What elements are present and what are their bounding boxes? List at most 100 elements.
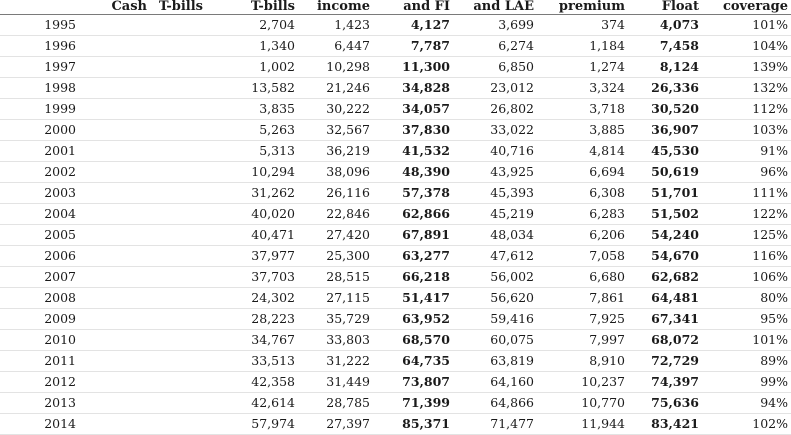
cell-and-fi: 66,218: [373, 266, 453, 288]
cell-and-fi: 48,390: [373, 161, 453, 183]
cell-tbills-total: 24,302: [206, 287, 298, 309]
cell-float: 72,729: [628, 350, 702, 372]
cell-coverage: 125%: [702, 224, 791, 246]
cell-income: 35,729: [298, 308, 373, 330]
header-tbills: T-bills: [150, 0, 206, 15]
cell-tbills: [150, 35, 206, 57]
header-premium: premium: [537, 0, 628, 15]
cell-year: 2006: [0, 245, 82, 267]
cell-float: 8,124: [628, 56, 702, 78]
cell-coverage: 94%: [702, 392, 791, 414]
table-row: 1999 3,835 30,222 34,057 26,802 3,718 30,520 11…: [0, 98, 791, 120]
cell-income: 32,567: [298, 119, 373, 141]
cell-float: 36,907: [628, 119, 702, 141]
cell-income: 28,515: [298, 266, 373, 288]
cell-income: 1,423: [298, 14, 373, 36]
cell-and-fi: 63,952: [373, 308, 453, 330]
cell-cash: [82, 161, 150, 183]
cell-coverage: 112%: [702, 98, 791, 120]
cell-year: 2005: [0, 224, 82, 246]
cell-and-fi: 11,300: [373, 56, 453, 78]
cell-income: 21,246: [298, 77, 373, 99]
table-row: 2013 42,614 28,785 71,399 64,866 10,770 75,636…: [0, 392, 791, 414]
cell-cash: [82, 371, 150, 393]
cell-coverage: 122%: [702, 203, 791, 225]
cell-tbills-total: 2,704: [206, 14, 298, 36]
cell-coverage: 95%: [702, 308, 791, 330]
cell-cash: [82, 140, 150, 162]
cell-tbills: [150, 245, 206, 267]
cell-and-fi: 73,807: [373, 371, 453, 393]
cell-and-lae: 64,866: [453, 392, 537, 414]
header-tbills-total: T-bills: [206, 0, 298, 15]
cell-coverage: 96%: [702, 161, 791, 183]
cell-and-fi: 85,371: [373, 413, 453, 435]
cell-premium: 374: [537, 14, 628, 36]
cell-and-lae: 45,393: [453, 182, 537, 204]
cell-coverage: 91%: [702, 140, 791, 162]
cell-premium: 7,925: [537, 308, 628, 330]
cell-tbills: [150, 392, 206, 414]
cell-income: 26,116: [298, 182, 373, 204]
cell-tbills: [150, 182, 206, 204]
cell-year: 2011: [0, 350, 82, 372]
cell-and-lae: 60,075: [453, 329, 537, 351]
cell-premium: 6,680: [537, 266, 628, 288]
cell-year: 2013: [0, 392, 82, 414]
cell-year: 2004: [0, 203, 82, 225]
cell-tbills-total: 40,020: [206, 203, 298, 225]
cell-and-lae: 40,716: [453, 140, 537, 162]
cell-year: 2010: [0, 329, 82, 351]
cell-premium: 3,718: [537, 98, 628, 120]
cell-float: 50,619: [628, 161, 702, 183]
cell-premium: 3,324: [537, 77, 628, 99]
cell-and-fi: 41,532: [373, 140, 453, 162]
cell-float: 4,073: [628, 14, 702, 36]
header-and-lae: and LAE: [453, 0, 537, 15]
cell-tbills-total: 34,767: [206, 329, 298, 351]
table-row: 2012 42,358 31,449 73,807 64,160 10,237 74,397…: [0, 371, 791, 393]
cell-cash: [82, 119, 150, 141]
cell-tbills: [150, 266, 206, 288]
cell-income: 27,397: [298, 413, 373, 435]
cell-coverage: 104%: [702, 35, 791, 57]
cell-income: 31,222: [298, 350, 373, 372]
cell-and-fi: 34,828: [373, 77, 453, 99]
cell-tbills-total: 10,294: [206, 161, 298, 183]
cell-and-fi: 4,127: [373, 14, 453, 36]
cell-premium: 11,944: [537, 413, 628, 435]
cell-cash: [82, 224, 150, 246]
cell-and-fi: 67,891: [373, 224, 453, 246]
cell-float: 26,336: [628, 77, 702, 99]
cell-float: 51,502: [628, 203, 702, 225]
cell-tbills: [150, 413, 206, 435]
cell-float: 7,458: [628, 35, 702, 57]
cell-float: 62,682: [628, 266, 702, 288]
cell-premium: 6,694: [537, 161, 628, 183]
cell-and-lae: 33,022: [453, 119, 537, 141]
cell-income: 6,447: [298, 35, 373, 57]
cell-cash: [82, 245, 150, 267]
cell-income: 28,785: [298, 392, 373, 414]
cell-year: 2008: [0, 287, 82, 309]
cell-float: 67,341: [628, 308, 702, 330]
cell-float: 54,240: [628, 224, 702, 246]
cell-and-fi: 62,866: [373, 203, 453, 225]
cell-tbills: [150, 308, 206, 330]
table-row: 1996 1,340 6,447 7,787 6,274 1,184 7,458 104%: [0, 35, 791, 57]
cell-cash: [82, 98, 150, 120]
cell-and-lae: 3,699: [453, 14, 537, 36]
cell-year: 1998: [0, 77, 82, 99]
cell-year: 2001: [0, 140, 82, 162]
cell-cash: [82, 392, 150, 414]
cell-and-fi: 7,787: [373, 35, 453, 57]
cell-and-lae: 48,034: [453, 224, 537, 246]
cell-tbills: [150, 287, 206, 309]
cell-tbills: [150, 329, 206, 351]
cell-income: 36,219: [298, 140, 373, 162]
cell-cash: [82, 35, 150, 57]
cell-cash: [82, 287, 150, 309]
cell-tbills-total: 37,977: [206, 245, 298, 267]
cell-coverage: 101%: [702, 329, 791, 351]
